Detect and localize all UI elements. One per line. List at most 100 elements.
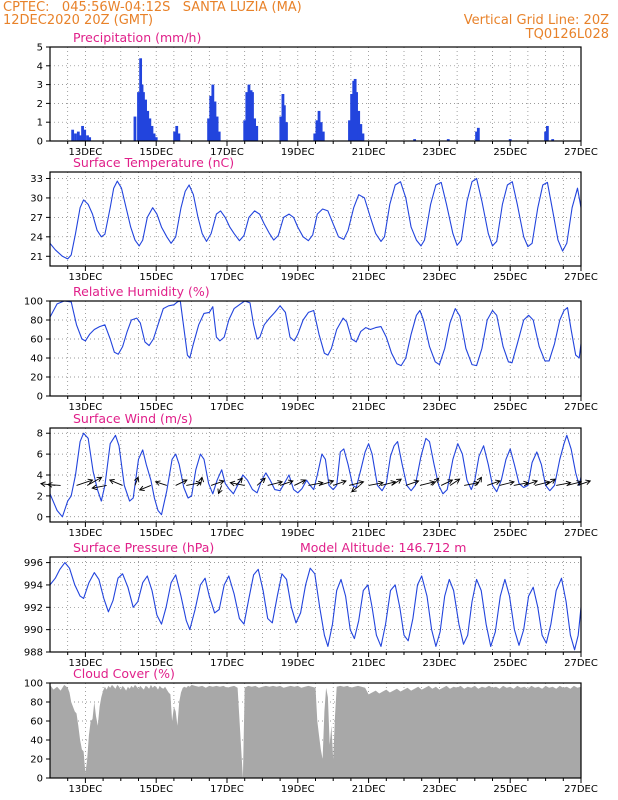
x-tick-label: 15DEC [139, 528, 173, 539]
x-tick-label: 25DEC [493, 528, 527, 539]
precip-bar [282, 105, 286, 141]
y-tick-label: 24 [30, 232, 43, 243]
precip-bar [207, 118, 210, 141]
wind-vector-head [433, 477, 440, 484]
panel-frame [49, 427, 582, 523]
y-tick-label: 27 [30, 213, 43, 224]
wind-vector-head [532, 479, 539, 486]
wind-vector [200, 477, 203, 486]
panel-title: Surface Pressure (hPa) [73, 540, 214, 555]
y-tick-label: 1 [37, 118, 43, 129]
wind-vector-head [217, 488, 223, 495]
y-tick-label: 3 [37, 80, 43, 91]
wind-vector [333, 480, 347, 486]
precip-bar [315, 120, 319, 141]
precip-bar [357, 110, 361, 141]
x-tick-label: 13DEC [69, 658, 103, 669]
x-tick-label: 21DEC [352, 402, 386, 413]
precip-bar [350, 94, 354, 141]
panel-title: Precipitation (mm/h) [73, 30, 201, 45]
wind-vector-head [91, 484, 98, 491]
precip-bar [81, 125, 84, 141]
precip-bar [86, 135, 89, 141]
x-tick-label: 23DEC [423, 402, 457, 413]
y-tick-label: 988 [24, 648, 43, 659]
precip-bar [544, 131, 547, 141]
precip-bar [152, 133, 156, 141]
y-tick-label: 20 [30, 755, 43, 766]
precip-bar [353, 78, 357, 141]
x-tick-label: 13DEC [69, 402, 103, 413]
x-tick-label: 15DEC [139, 784, 173, 795]
panel-title: Surface Wind (m/s) [73, 411, 193, 426]
wind-vector-head [134, 476, 140, 483]
precip-bar [133, 116, 137, 141]
precip-bar [177, 133, 181, 141]
wind-vector-head [229, 480, 236, 487]
wind-vector [139, 485, 152, 491]
wind-vector [349, 481, 364, 486]
x-tick-label: 25DEC [493, 784, 527, 795]
cloud-cover-area [50, 684, 581, 778]
precip-bar [446, 139, 450, 141]
wind-vector [318, 480, 334, 486]
wind-vector [566, 481, 582, 486]
precip-bar [74, 133, 77, 141]
y-tick-label: 0 [37, 774, 43, 785]
x-tick-label: 13DEC [69, 784, 103, 795]
panel-6: 0 20 40 60 80 100 13DEC 15DEC 17DEC 19DEC 21DEC 23D… [24, 666, 598, 795]
precip-bar [476, 127, 480, 141]
wind-vector-head [495, 479, 501, 486]
wind-vector [210, 480, 225, 486]
wind-vector-head [341, 479, 347, 485]
wind-vector-head [476, 476, 482, 483]
precip-bar [137, 92, 140, 141]
wind-vector [279, 480, 294, 486]
wind-vector [380, 481, 396, 486]
wind-vector-head [277, 480, 284, 486]
wind-vector-head [447, 479, 454, 485]
x-tick-label: 17DEC [210, 658, 244, 669]
x-tick-label: 17DEC [210, 402, 244, 413]
x-tick-label: 21DEC [352, 147, 386, 158]
precip-bar [140, 84, 144, 141]
wind-vector [155, 481, 167, 486]
panel-1: 0 1 2 3 4 5 13DEC 15DEC 17DEC 19DEC 21DEC 23DEC 25DE… [37, 30, 598, 158]
precip-bar [142, 92, 145, 141]
x-tick-label: 15DEC [139, 147, 173, 158]
wind-vector-head [39, 481, 46, 487]
precip-bar [154, 137, 158, 141]
wind-vector [175, 479, 188, 486]
x-tick-label: 19DEC [281, 784, 315, 795]
y-tick-label: 994 [24, 580, 43, 591]
wind-vector [267, 481, 283, 486]
wind-vector [499, 481, 515, 486]
x-tick-label: 23DEC [423, 147, 457, 158]
y-tick-label: 100 [24, 297, 43, 308]
precip-bar [352, 80, 356, 141]
wind-vector [391, 478, 402, 486]
y-tick-label: 8 [37, 429, 43, 440]
wind-vector-head [454, 478, 461, 484]
precip-bar [175, 125, 179, 141]
panel-4: 0 2 4 6 8 13DEC 15DEC 17DEC 19DEC 21DEC 23DEC 25DEC… [37, 411, 598, 539]
wind-vector [76, 479, 93, 486]
wind-vector [464, 482, 479, 486]
precip-bar [279, 116, 283, 141]
y-tick-label: 0 [37, 512, 43, 523]
panel-2: 21 24 27 30 33 13DEC 15DEC 17DEC 19DEC 21DEC 23DEC… [30, 155, 598, 283]
x-tick-label: 27DEC [564, 784, 598, 795]
precip-bar [319, 122, 323, 141]
panel-frame [49, 46, 582, 142]
precip-bar [211, 84, 215, 141]
x-tick-label: 25DEC [493, 272, 527, 283]
precip-bar [255, 125, 259, 141]
precip-bar [247, 84, 251, 141]
y-tick-label: 4 [37, 471, 43, 482]
x-tick-label: 19DEC [281, 402, 315, 413]
x-tick-label: 27DEC [564, 147, 598, 158]
precip-bar [245, 92, 249, 141]
precip-bar [321, 131, 325, 141]
x-tick-label: 21DEC [352, 658, 386, 669]
wind-vector-head [138, 485, 145, 491]
